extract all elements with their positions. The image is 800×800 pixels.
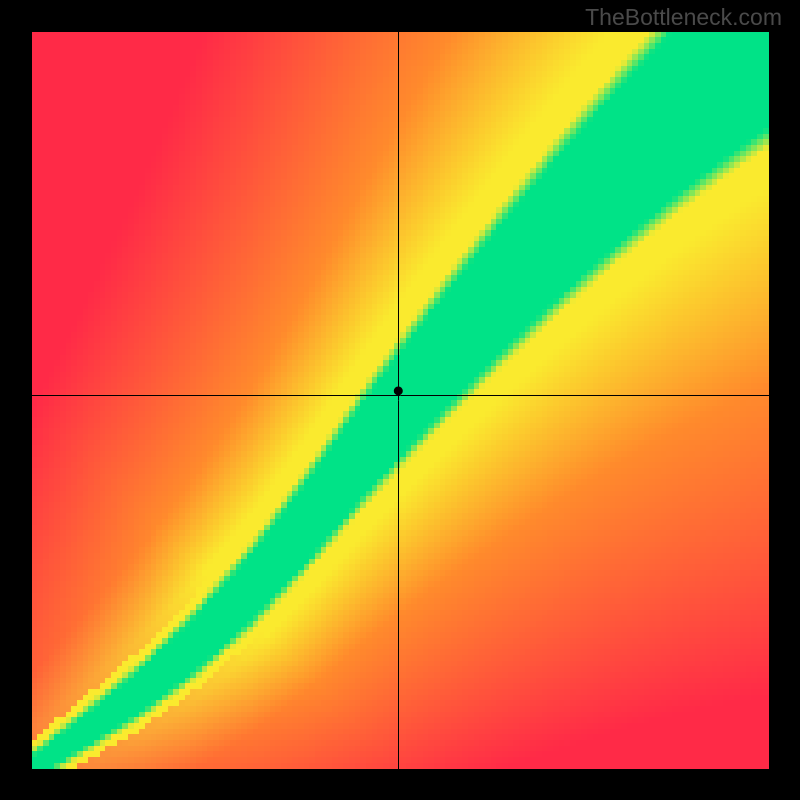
plot-area [32, 32, 769, 769]
attribution-text: TheBottleneck.com [585, 4, 782, 31]
heatmap-canvas [32, 32, 769, 769]
chart-container: TheBottleneck.com [0, 0, 800, 800]
